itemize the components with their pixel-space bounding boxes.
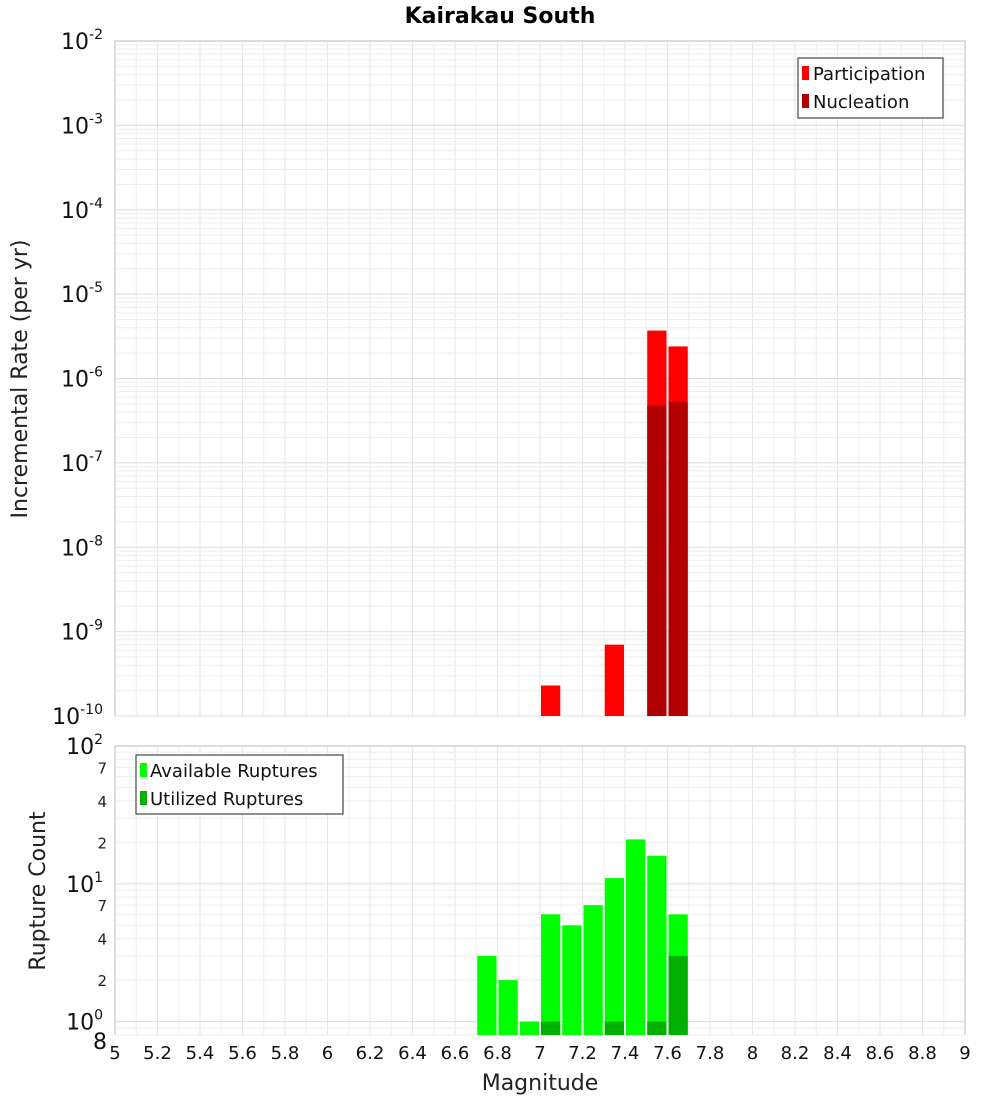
count-bars <box>477 839 688 1035</box>
count-minor-tick-label: 4 <box>97 793 107 811</box>
magnitude-tick-label: 8.2 <box>781 1043 810 1064</box>
magnitude-tick-label: 8 <box>747 1043 758 1064</box>
magnitude-tick-label: 8.8 <box>908 1043 937 1064</box>
rate-decade-tick-label: 10-4 <box>61 196 103 224</box>
count-minor-tick-label: 2 <box>97 834 107 852</box>
rate-decade-tick-label: 10-7 <box>61 449 103 477</box>
rate-legend: Participation Nucleation <box>797 57 944 119</box>
nucleation-bar <box>668 401 688 716</box>
magnitude-tick-label: 7.6 <box>653 1043 682 1064</box>
available-legend-swatch <box>140 763 147 777</box>
magnitude-tick-label: 7.2 <box>568 1043 597 1064</box>
available-ruptures-bar <box>626 839 646 1035</box>
participation-bar <box>604 644 624 716</box>
magnitude-tick-label: 6.6 <box>441 1043 470 1064</box>
count-minor-tick-label: 8 <box>93 1030 107 1055</box>
utilized-legend-swatch <box>140 791 147 805</box>
magnitude-tick-label: 7.8 <box>696 1043 725 1064</box>
available-ruptures-bar <box>519 1021 539 1035</box>
available-ruptures-bar <box>562 925 582 1035</box>
rate-decade-tick-label: 10-9 <box>61 618 103 646</box>
rate-y-axis-label: Incremental Rate (per yr) <box>8 240 33 519</box>
count-minor-tick-label: 7 <box>97 759 107 777</box>
rate-y-tick-labels: 10-2 10-3 10-4 10-5 10-6 10-7 10-8 10-9 10-10 <box>52 27 103 730</box>
count-minor-tick-label: 2 <box>97 972 107 990</box>
nucleation-bar <box>647 405 667 716</box>
count-decade-tick-label: 100 <box>66 1008 103 1036</box>
count-y-axis-label: Rupture Count <box>26 811 51 971</box>
rate-decade-tick-label: 10-2 <box>61 27 103 55</box>
nucleation-legend-label: Nucleation <box>813 92 909 113</box>
magnitude-tick-label: 5.4 <box>186 1043 215 1064</box>
rate-grid <box>115 41 965 717</box>
count-decade-tick-label: 102 <box>66 732 103 760</box>
count-legend-box <box>135 754 344 815</box>
magnitude-tick-label: 5.6 <box>228 1043 257 1064</box>
rate-decade-tick-label: 10-8 <box>61 533 103 561</box>
utilized-ruptures-bar <box>604 1021 624 1035</box>
available-ruptures-bar <box>583 905 603 1035</box>
rate-decade-tick-label: 10-3 <box>61 111 103 139</box>
magnitude-tick-label: 5.2 <box>143 1043 172 1064</box>
x-axis-label: Magnitude <box>482 1071 599 1096</box>
count-minor-tick-label: 7 <box>97 897 107 915</box>
magnitude-tick-label: 8.6 <box>866 1043 895 1064</box>
count-minor-tick-label: 4 <box>97 931 107 949</box>
utilized-legend-label: Utilized Ruptures <box>150 789 303 810</box>
magnitude-tick-label: 7 <box>534 1043 545 1064</box>
magnitude-tick-label: 6.8 <box>483 1043 512 1064</box>
magnitude-tick-label: 6 <box>322 1043 333 1064</box>
magnitude-tick-label: 8.4 <box>823 1043 852 1064</box>
utilized-ruptures-bar <box>668 955 688 1035</box>
rate-decade-tick-label: 10-10 <box>52 702 103 730</box>
count-y-tick-labels: 102 101 100 7 4 2 7 4 2 8 <box>66 732 107 1055</box>
rate-panel: 10-2 10-3 10-4 10-5 10-6 10-7 10-8 10-9 10-10 In… <box>8 27 966 730</box>
participation-legend-swatch <box>802 66 809 80</box>
count-legend: Available Ruptures Utilized Ruptures <box>135 754 344 815</box>
available-ruptures-bar <box>647 855 667 1035</box>
rate-legend-box <box>797 57 944 119</box>
participation-bar <box>541 685 561 716</box>
magnitude-tick-labels: 5 5.2 5.4 5.6 5.8 6 6.2 6.4 6.6 6.8 7 7.2 7.4 7.6 7.8 8… <box>109 1043 970 1064</box>
chart-title: Kairakau South <box>405 4 596 29</box>
count-decade-tick-label: 101 <box>66 870 103 898</box>
magnitude-tick-label: 5 <box>109 1043 120 1064</box>
magnitude-tick-label: 5.8 <box>271 1043 300 1064</box>
available-ruptures-bar <box>477 955 497 1035</box>
participation-legend-label: Participation <box>813 64 925 85</box>
magnitude-tick-label: 6.2 <box>356 1043 385 1064</box>
count-panel: 102 101 100 7 4 2 7 4 2 8 5 5.2 5.4 5.6 5.8 6 6.2 6.4 6.6… <box>26 732 971 1096</box>
magnitude-tick-label: 7.4 <box>611 1043 640 1064</box>
magnitude-tick-label: 6.4 <box>398 1043 427 1064</box>
nucleation-legend-swatch <box>802 94 809 108</box>
utilized-ruptures-bar <box>541 1021 561 1035</box>
available-legend-label: Available Ruptures <box>150 761 318 782</box>
rate-decade-tick-label: 10-5 <box>61 280 103 308</box>
rate-decade-tick-label: 10-6 <box>61 365 103 393</box>
utilized-ruptures-bar <box>647 1021 667 1035</box>
available-ruptures-bar <box>604 878 624 1035</box>
available-ruptures-bar <box>498 980 518 1035</box>
magnitude-tick-label: 9 <box>959 1043 970 1064</box>
rate-bars <box>541 330 688 716</box>
available-ruptures-bar <box>541 914 561 1035</box>
